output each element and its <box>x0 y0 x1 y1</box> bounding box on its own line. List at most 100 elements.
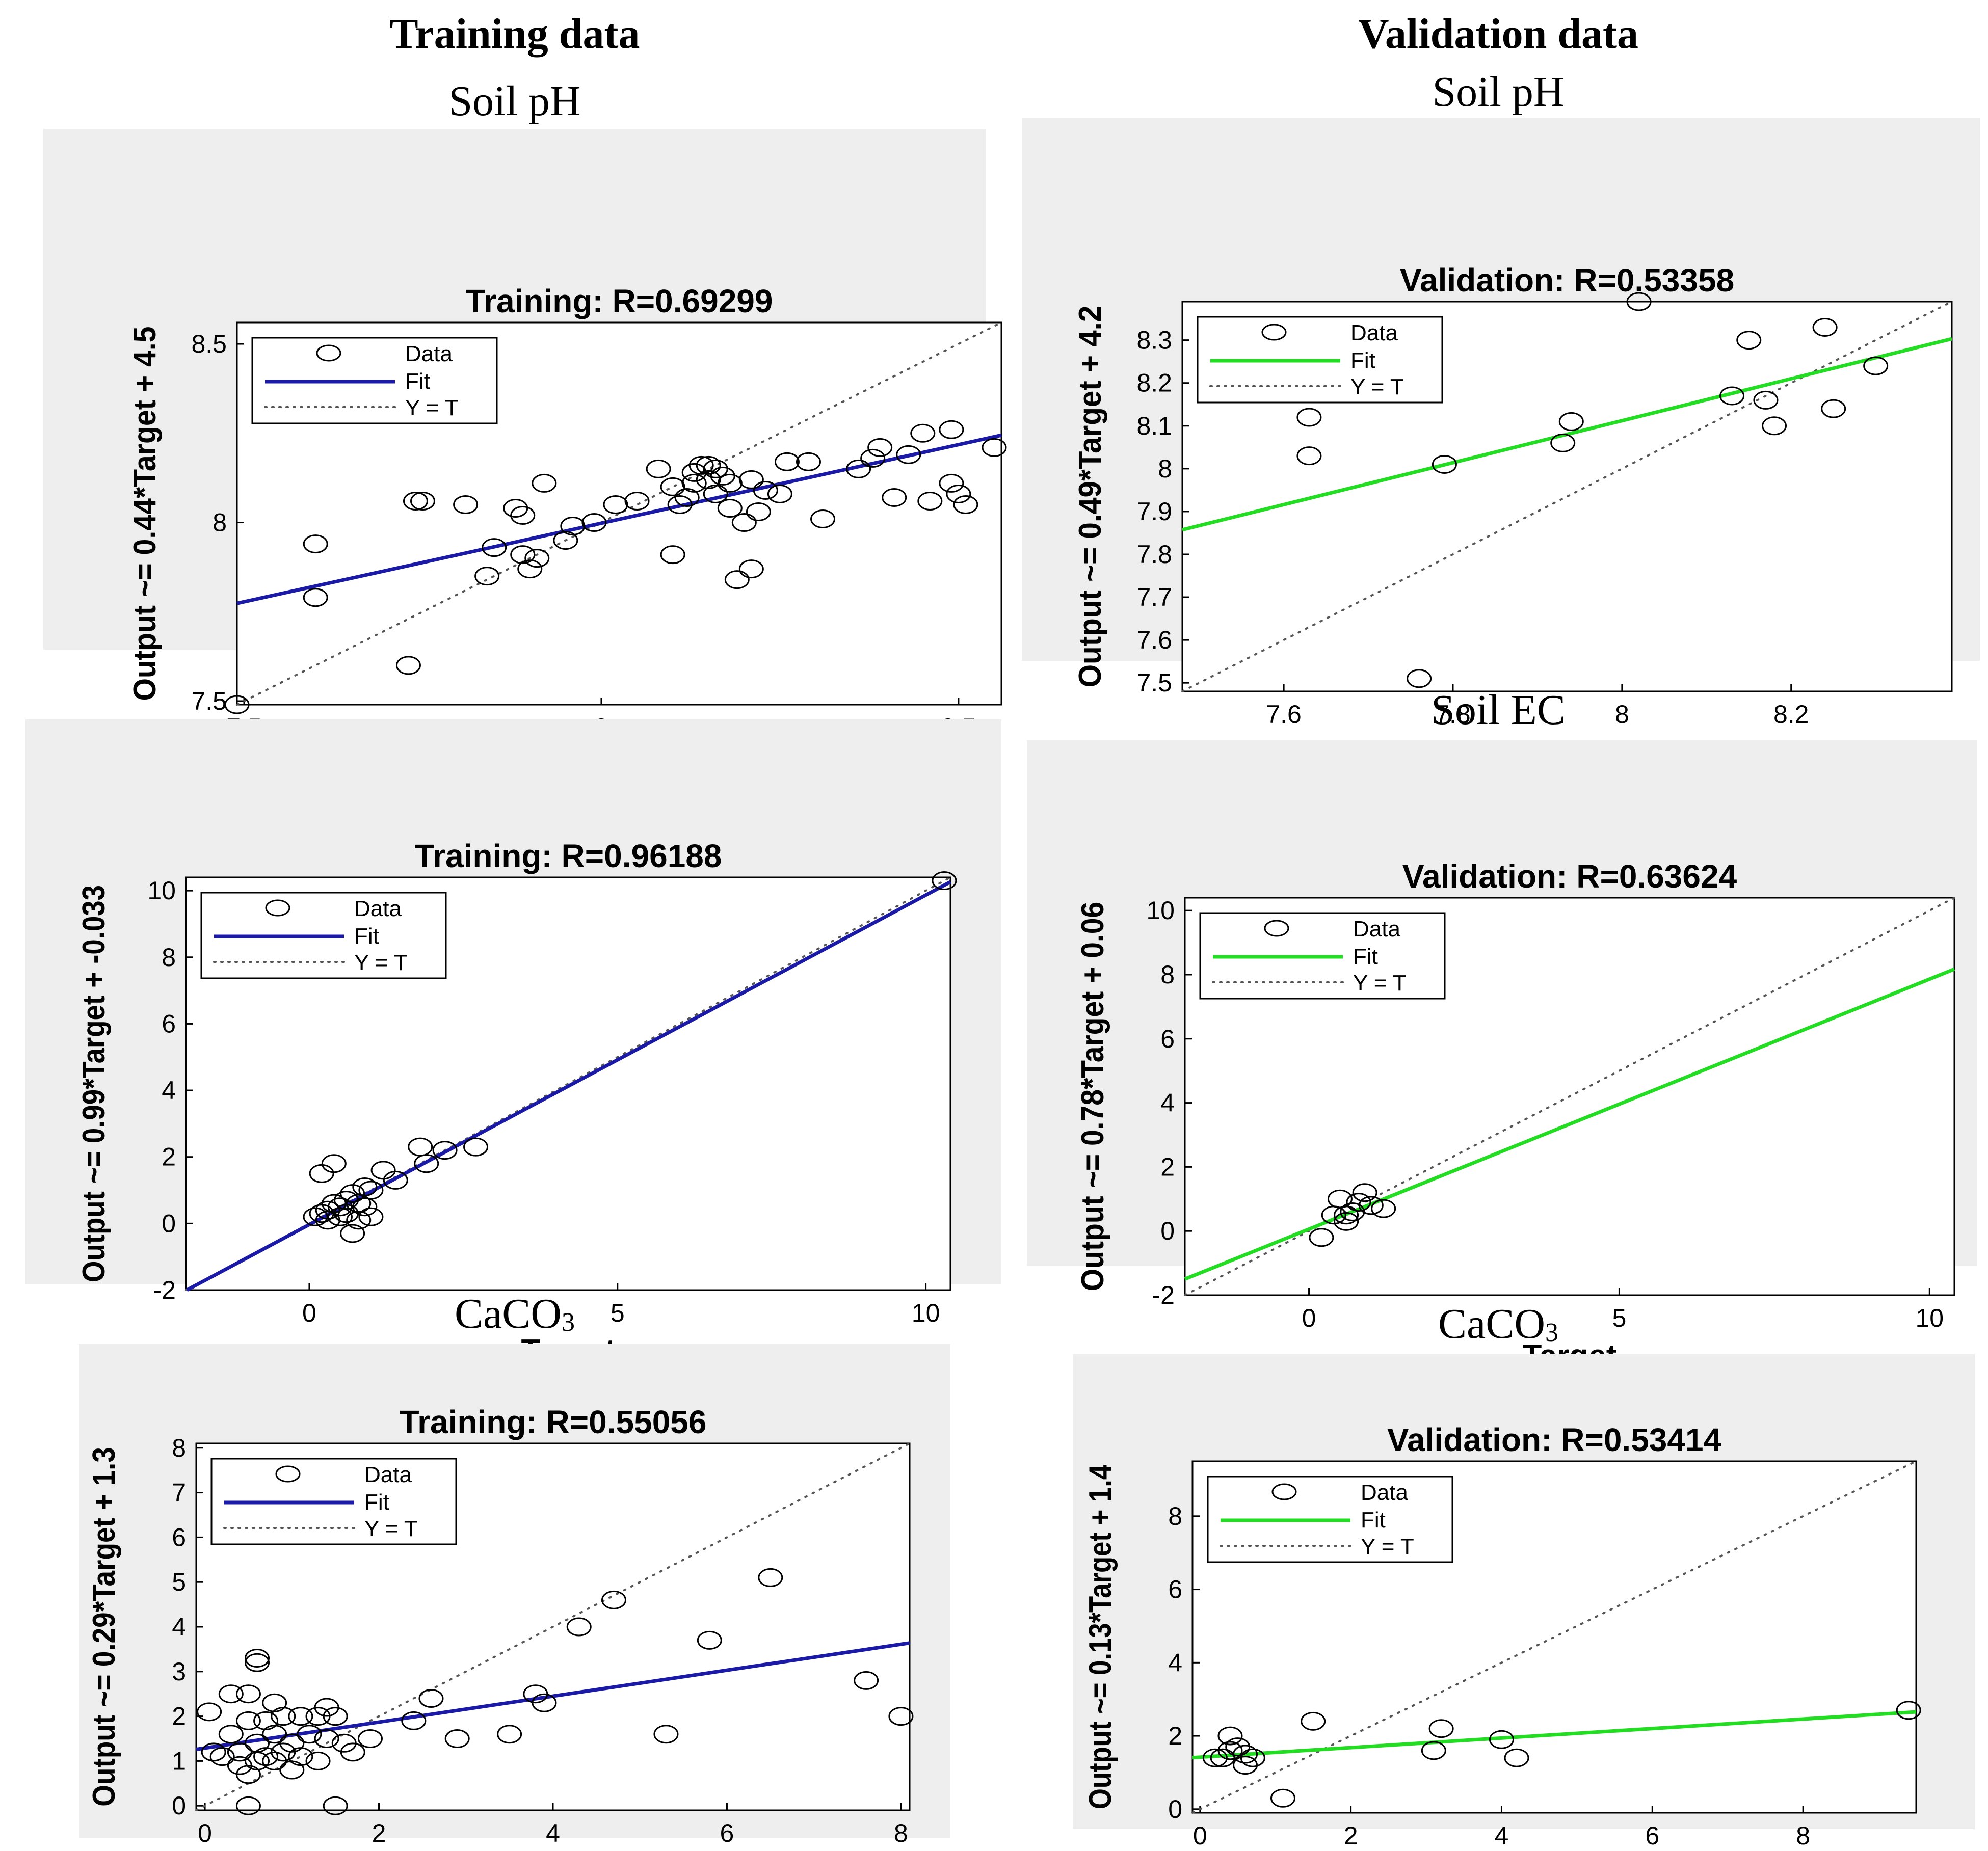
data-point <box>882 488 907 507</box>
data-point <box>601 1590 627 1609</box>
x-tick-label: 5 <box>1612 1304 1627 1332</box>
data-point <box>288 1747 313 1766</box>
data-point <box>810 509 836 529</box>
caco3-base-text: CaCO <box>1438 1300 1545 1348</box>
data-point <box>696 455 721 475</box>
data-point <box>1550 433 1576 452</box>
legend-data-label: Data <box>1353 917 1400 942</box>
data-point <box>303 588 328 607</box>
data-point <box>463 1137 489 1157</box>
x-tick-label: 2 <box>1344 1821 1358 1850</box>
data-point <box>660 477 685 496</box>
data-point <box>279 1733 305 1753</box>
data-point <box>917 491 943 511</box>
y-axis-label: Output ~= 0.29*Target + 1.3 <box>87 1447 122 1807</box>
data-point <box>688 455 714 475</box>
legend-data-marker <box>275 1465 301 1483</box>
data-point <box>753 480 778 500</box>
data-point <box>262 1725 287 1744</box>
y-axis-label: Output ~= 0.99*Target + -0.033 <box>76 885 112 1282</box>
identity-line <box>195 1442 911 1811</box>
legend-data-label: Data <box>364 1462 412 1487</box>
scatter-chart: Validation: R=0.636240510-20246810Target… <box>1075 858 1955 1374</box>
data-point <box>279 1760 305 1780</box>
identity-line <box>1191 1460 1917 1814</box>
data-point <box>245 1751 270 1770</box>
y-tick-label: 2 <box>1160 1152 1175 1181</box>
data-point <box>717 473 743 493</box>
y-tick-label: 6 <box>1160 1025 1175 1053</box>
chart-title: Training: R=0.69299 <box>466 283 773 319</box>
scatter-chart: Validation: R=0.53358 7.6 7.8 8 8.2 7.5 7.6 7.7… <box>1073 262 1953 770</box>
data-point <box>340 1742 365 1762</box>
data-point <box>553 531 578 550</box>
data-point <box>560 517 586 536</box>
caco3-base-text: CaCO <box>455 1290 562 1337</box>
x-tick-label: 8 <box>894 1819 908 1847</box>
data-point <box>1753 390 1779 410</box>
y-tick-label: 7.9 <box>1136 497 1172 526</box>
x-tick-label: 8 <box>1796 1821 1810 1850</box>
y-tick-label: 7.6 <box>1136 626 1172 654</box>
data-point <box>418 1688 444 1708</box>
data-point <box>358 1181 384 1200</box>
data-point <box>1240 1748 1265 1767</box>
data-point <box>271 1707 296 1726</box>
data-point <box>1432 454 1457 474</box>
legend-fit-label: Fit <box>364 1490 389 1515</box>
data-point <box>245 1648 270 1668</box>
data-point <box>953 495 978 514</box>
section-title-ec-validation: Soil EC <box>1431 686 1566 734</box>
chart-panel-caco3-validation: Validation: R=0.534140246802468TargetOut… <box>1073 1354 1975 1850</box>
y-tick-label: 4 <box>162 1076 176 1105</box>
identity-line <box>185 876 951 1291</box>
data-point <box>624 491 650 511</box>
legend-fit-label: Fit <box>1353 944 1378 969</box>
data-point <box>510 545 536 565</box>
scatter-chart: Training: R=0.5505602468012345678TargetO… <box>87 1404 914 1847</box>
data-point <box>327 1197 353 1217</box>
caco3-subscript: 3 <box>1545 1318 1558 1347</box>
chart-title: Training: R=0.96188 <box>415 838 722 874</box>
data-point <box>1334 1205 1359 1225</box>
y-tick-label: -2 <box>153 1276 176 1304</box>
identity-line <box>1184 897 1955 1296</box>
chart-panel-ec-training: Training: R=0.961880510-20246810TargetOu… <box>25 719 1001 1369</box>
y-tick-label: 8.2 <box>1136 369 1172 397</box>
data-point <box>414 1154 439 1173</box>
x-tick-label: 5 <box>611 1299 625 1327</box>
legend-fit-label: Fit <box>1350 348 1375 373</box>
y-tick-label: 8 <box>213 508 227 537</box>
data-point <box>524 549 550 568</box>
data-point <box>710 466 735 486</box>
y-tick-label: 7.5 <box>1136 668 1172 697</box>
y-tick-label: 8 <box>1158 454 1172 483</box>
data-point <box>209 1747 235 1766</box>
x-tick-label: 8.2 <box>1773 700 1809 729</box>
scatter-chart: Validation: R=0.534140246802468TargetOut… <box>1083 1421 1921 1850</box>
data-point <box>1812 317 1838 337</box>
identity-line <box>1181 301 1953 692</box>
data-point <box>697 1630 722 1650</box>
data-point <box>1558 412 1584 431</box>
caco3-subscript: 3 <box>562 1308 575 1337</box>
data-point <box>738 470 764 489</box>
data-point <box>854 1671 879 1690</box>
data-point <box>1358 1196 1384 1215</box>
data-point <box>288 1707 313 1726</box>
y-axis-label: Output ~= 0.44*Target + 4.5 <box>127 327 163 701</box>
data-point <box>444 1729 470 1749</box>
data-point <box>1489 1730 1514 1749</box>
data-point <box>346 1211 372 1230</box>
data-point <box>395 656 421 675</box>
legend-fit-label: Fit <box>405 369 430 394</box>
data-point <box>314 1729 339 1749</box>
data-point <box>1301 1711 1326 1731</box>
data-point <box>1371 1199 1396 1218</box>
y-tick-label: 10 <box>147 876 176 905</box>
data-point <box>1626 292 1652 311</box>
y-tick-label: 0 <box>162 1209 176 1238</box>
